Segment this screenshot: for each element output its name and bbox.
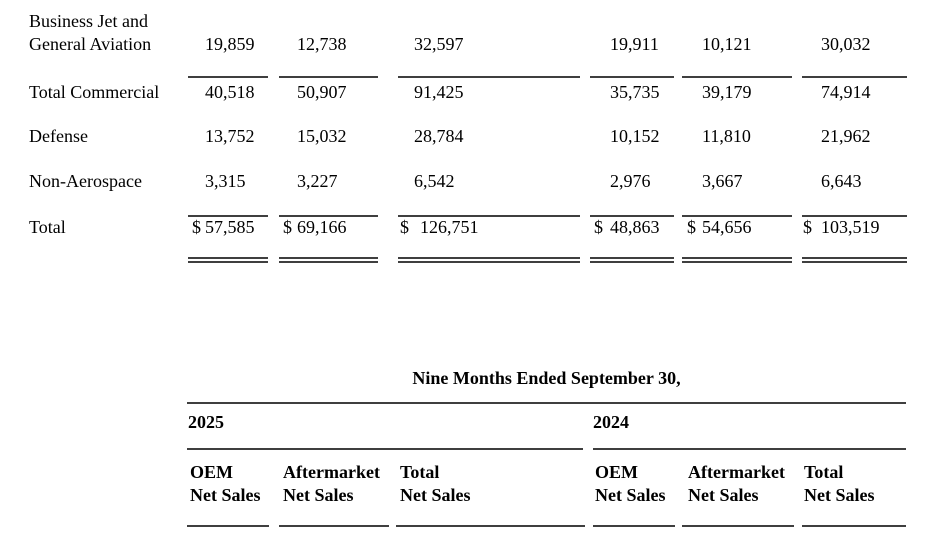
column-header-oem-2025: OEM Net Sales — [190, 461, 261, 507]
table-cell: 6,542 — [414, 171, 455, 191]
table-title: Nine Months Ended September 30, — [412, 368, 681, 388]
table-cell: 28,784 — [414, 126, 464, 146]
table-cell: 50,907 — [297, 82, 347, 102]
column-rule — [279, 76, 378, 78]
table-cell: 57,585 — [205, 217, 255, 237]
title-rule — [187, 402, 906, 404]
column-rule — [279, 525, 389, 527]
row-label: Business Jet and General Aviation — [29, 10, 151, 56]
table-cell: 40,518 — [205, 82, 255, 102]
column-header-line: Net Sales — [688, 485, 759, 505]
column-header-aftermarket-2024: Aftermarket Net Sales — [688, 461, 785, 507]
row-label: Defense — [29, 126, 88, 146]
column-header-oem-2024: OEM Net Sales — [595, 461, 666, 507]
row-label-line: Business Jet and — [29, 11, 148, 31]
table-cell: 91,425 — [414, 82, 464, 102]
column-rule — [398, 215, 580, 217]
table-cell: 69,166 — [297, 217, 347, 237]
column-header-line: Net Sales — [595, 485, 666, 505]
column-rule — [398, 76, 580, 78]
column-rule — [802, 215, 907, 217]
table-cell: 3,315 — [205, 171, 246, 191]
column-rule — [396, 525, 585, 527]
table-cell: 6,643 — [821, 171, 862, 191]
column-header-line: Net Sales — [190, 485, 261, 505]
column-rule — [188, 215, 268, 217]
double-rule-top — [279, 257, 378, 259]
double-rule-top — [590, 257, 674, 259]
column-header-line: Total — [804, 462, 844, 482]
column-header-aftermarket-2025: Aftermarket Net Sales — [283, 461, 380, 507]
column-header-line: Net Sales — [804, 485, 875, 505]
column-rule — [187, 525, 269, 527]
column-rule — [682, 525, 794, 527]
table-cell: 30,032 — [821, 34, 871, 54]
column-rule — [802, 76, 907, 78]
double-rule-bottom — [398, 261, 580, 263]
table-cell: 48,863 — [610, 217, 660, 237]
double-rule-top — [682, 257, 792, 259]
row-label: Non-Aerospace — [29, 171, 142, 191]
table-cell: 39,179 — [702, 82, 752, 102]
double-rule-top — [188, 257, 268, 259]
double-rule-top — [398, 257, 580, 259]
dollar-sign: $ — [192, 217, 201, 237]
year-2025-header: 2025 — [188, 412, 224, 432]
dollar-sign: $ — [803, 217, 812, 237]
dollar-sign: $ — [594, 217, 603, 237]
table-cell: 10,152 — [610, 126, 660, 146]
year-2024-header: 2024 — [593, 412, 629, 432]
table-cell: 13,752 — [205, 126, 255, 146]
table-cell: 21,962 — [821, 126, 871, 146]
column-rule — [802, 525, 906, 527]
row-label: Total — [29, 217, 66, 237]
table-cell: 19,911 — [610, 34, 659, 54]
column-rule — [279, 215, 378, 217]
table-cell: 11,810 — [702, 126, 751, 146]
column-header-total-2024: Total Net Sales — [804, 461, 875, 507]
table-cell: 32,597 — [414, 34, 464, 54]
year-group-rule — [187, 448, 583, 450]
dollar-sign: $ — [400, 217, 409, 237]
column-header-line: Aftermarket — [283, 462, 380, 482]
table-cell: 74,914 — [821, 82, 871, 102]
column-rule — [590, 215, 674, 217]
table-cell: 2,976 — [610, 171, 651, 191]
table-cell: 12,738 — [297, 34, 347, 54]
column-header-line: Aftermarket — [688, 462, 785, 482]
table-cell: 19,859 — [205, 34, 255, 54]
column-header-line: OEM — [190, 462, 233, 482]
double-rule-bottom — [279, 261, 378, 263]
column-header-line: OEM — [595, 462, 638, 482]
column-rule — [590, 76, 674, 78]
column-header-total-2025: Total Net Sales — [400, 461, 471, 507]
double-rule-bottom — [188, 261, 268, 263]
table-cell: 3,667 — [702, 171, 743, 191]
table-cell: 54,656 — [702, 217, 752, 237]
year-group-rule — [593, 448, 906, 450]
double-rule-top — [802, 257, 907, 259]
double-rule-bottom — [802, 261, 907, 263]
column-header-line: Total — [400, 462, 440, 482]
column-rule — [682, 76, 792, 78]
column-rule — [593, 525, 675, 527]
column-header-line: Net Sales — [283, 485, 354, 505]
table-cell: 15,032 — [297, 126, 347, 146]
table-cell: 35,735 — [610, 82, 660, 102]
table-cell: 10,121 — [702, 34, 752, 54]
double-rule-bottom — [590, 261, 674, 263]
column-rule — [188, 76, 268, 78]
column-rule — [682, 215, 792, 217]
table-cell: 3,227 — [297, 171, 338, 191]
column-header-line: Net Sales — [400, 485, 471, 505]
double-rule-bottom — [682, 261, 792, 263]
dollar-sign: $ — [283, 217, 292, 237]
row-label: Total Commercial — [29, 82, 160, 102]
table-cell: 103,519 — [821, 217, 880, 237]
table-cell: 126,751 — [420, 217, 479, 237]
dollar-sign: $ — [687, 217, 696, 237]
row-label-line: General Aviation — [29, 34, 152, 54]
